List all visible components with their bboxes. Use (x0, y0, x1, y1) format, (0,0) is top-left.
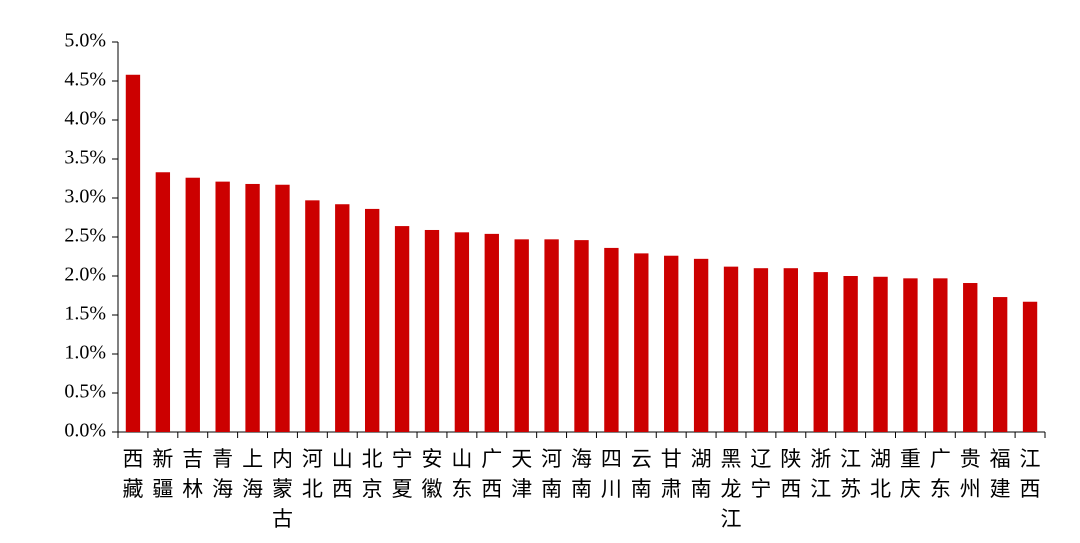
x-tick-label: 吉林 (182, 447, 204, 501)
bar (215, 181, 230, 432)
x-tick-label: 北京 (361, 447, 383, 501)
bar (544, 239, 559, 432)
x-tick-label: 四川 (600, 447, 622, 501)
x-tick-label: 河北 (301, 447, 323, 501)
bar (873, 276, 888, 432)
x-tick-label: 浙江 (810, 447, 832, 501)
bar (604, 247, 619, 432)
bar (484, 233, 499, 432)
x-tick-label: 山东 (451, 447, 473, 501)
x-tick-label: 广西 (481, 447, 503, 501)
bar (992, 297, 1008, 432)
bar (245, 183, 260, 432)
x-tick-label: 广东 (929, 447, 951, 501)
bar (723, 266, 739, 432)
bar (125, 74, 141, 432)
x-tick-label: 贵州 (959, 447, 981, 501)
bar (813, 272, 828, 432)
x-tick-label: 重庆 (899, 447, 921, 501)
bar (424, 229, 440, 432)
bar (843, 276, 858, 432)
bar (634, 253, 649, 432)
x-tick-label: 安徽 (421, 447, 443, 501)
y-tick-label: 3.0% (64, 186, 106, 208)
x-tick-label: 黑龙江 (720, 447, 742, 531)
y-tick-label: 1.0% (64, 342, 106, 364)
y-tick-label: 5.0% (64, 30, 106, 52)
y-tick-label: 1.5% (64, 303, 106, 325)
x-tick-label: 宁夏 (391, 447, 413, 501)
x-tick-label: 河南 (541, 447, 563, 501)
bar (275, 184, 290, 432)
x-tick-label: 海南 (571, 447, 592, 501)
x-tick-label: 辽宁 (750, 447, 772, 501)
bar (365, 208, 380, 432)
bar (305, 200, 320, 432)
bar (693, 258, 709, 432)
bar (903, 278, 918, 432)
x-tick-label: 新疆 (152, 447, 174, 501)
x-tick-label: 甘肃 (660, 447, 682, 501)
x-tick-label: 湖北 (870, 447, 892, 501)
bar (664, 255, 679, 432)
x-tick-label: 江西 (1019, 447, 1041, 501)
y-tick-label: 0.5% (64, 381, 106, 403)
x-tick-label: 陕西 (780, 447, 802, 501)
bar (335, 204, 350, 432)
bar (394, 226, 410, 432)
bar (185, 177, 200, 432)
bar (155, 172, 171, 432)
x-tick-label: 云南 (630, 447, 652, 501)
x-tick-label: 天津 (511, 447, 533, 501)
y-tick-label: 4.0% (64, 108, 106, 130)
y-tick-label: 2.5% (64, 225, 106, 247)
bar (574, 240, 589, 432)
y-tick-label: 4.5% (64, 69, 106, 91)
x-tick-label: 山西 (331, 447, 353, 501)
bar (783, 268, 798, 432)
x-tick-label: 西藏 (122, 447, 144, 501)
x-tick-label: 内蒙古 (271, 447, 293, 531)
bar (514, 239, 529, 432)
x-tick-label: 上海 (242, 447, 264, 501)
x-tick-label: 青海 (212, 447, 234, 501)
y-tick-label: 0.0% (64, 420, 106, 442)
x-tick-label: 江苏 (840, 447, 862, 501)
x-tick-label: 湖南 (690, 447, 712, 501)
bar (454, 232, 470, 432)
bar (963, 283, 978, 432)
bar (753, 268, 769, 432)
y-tick-label: 3.5% (64, 147, 106, 169)
y-tick-label: 2.0% (64, 264, 106, 286)
bar (1022, 301, 1038, 432)
bar (933, 278, 948, 432)
x-tick-label: 福建 (989, 447, 1011, 501)
